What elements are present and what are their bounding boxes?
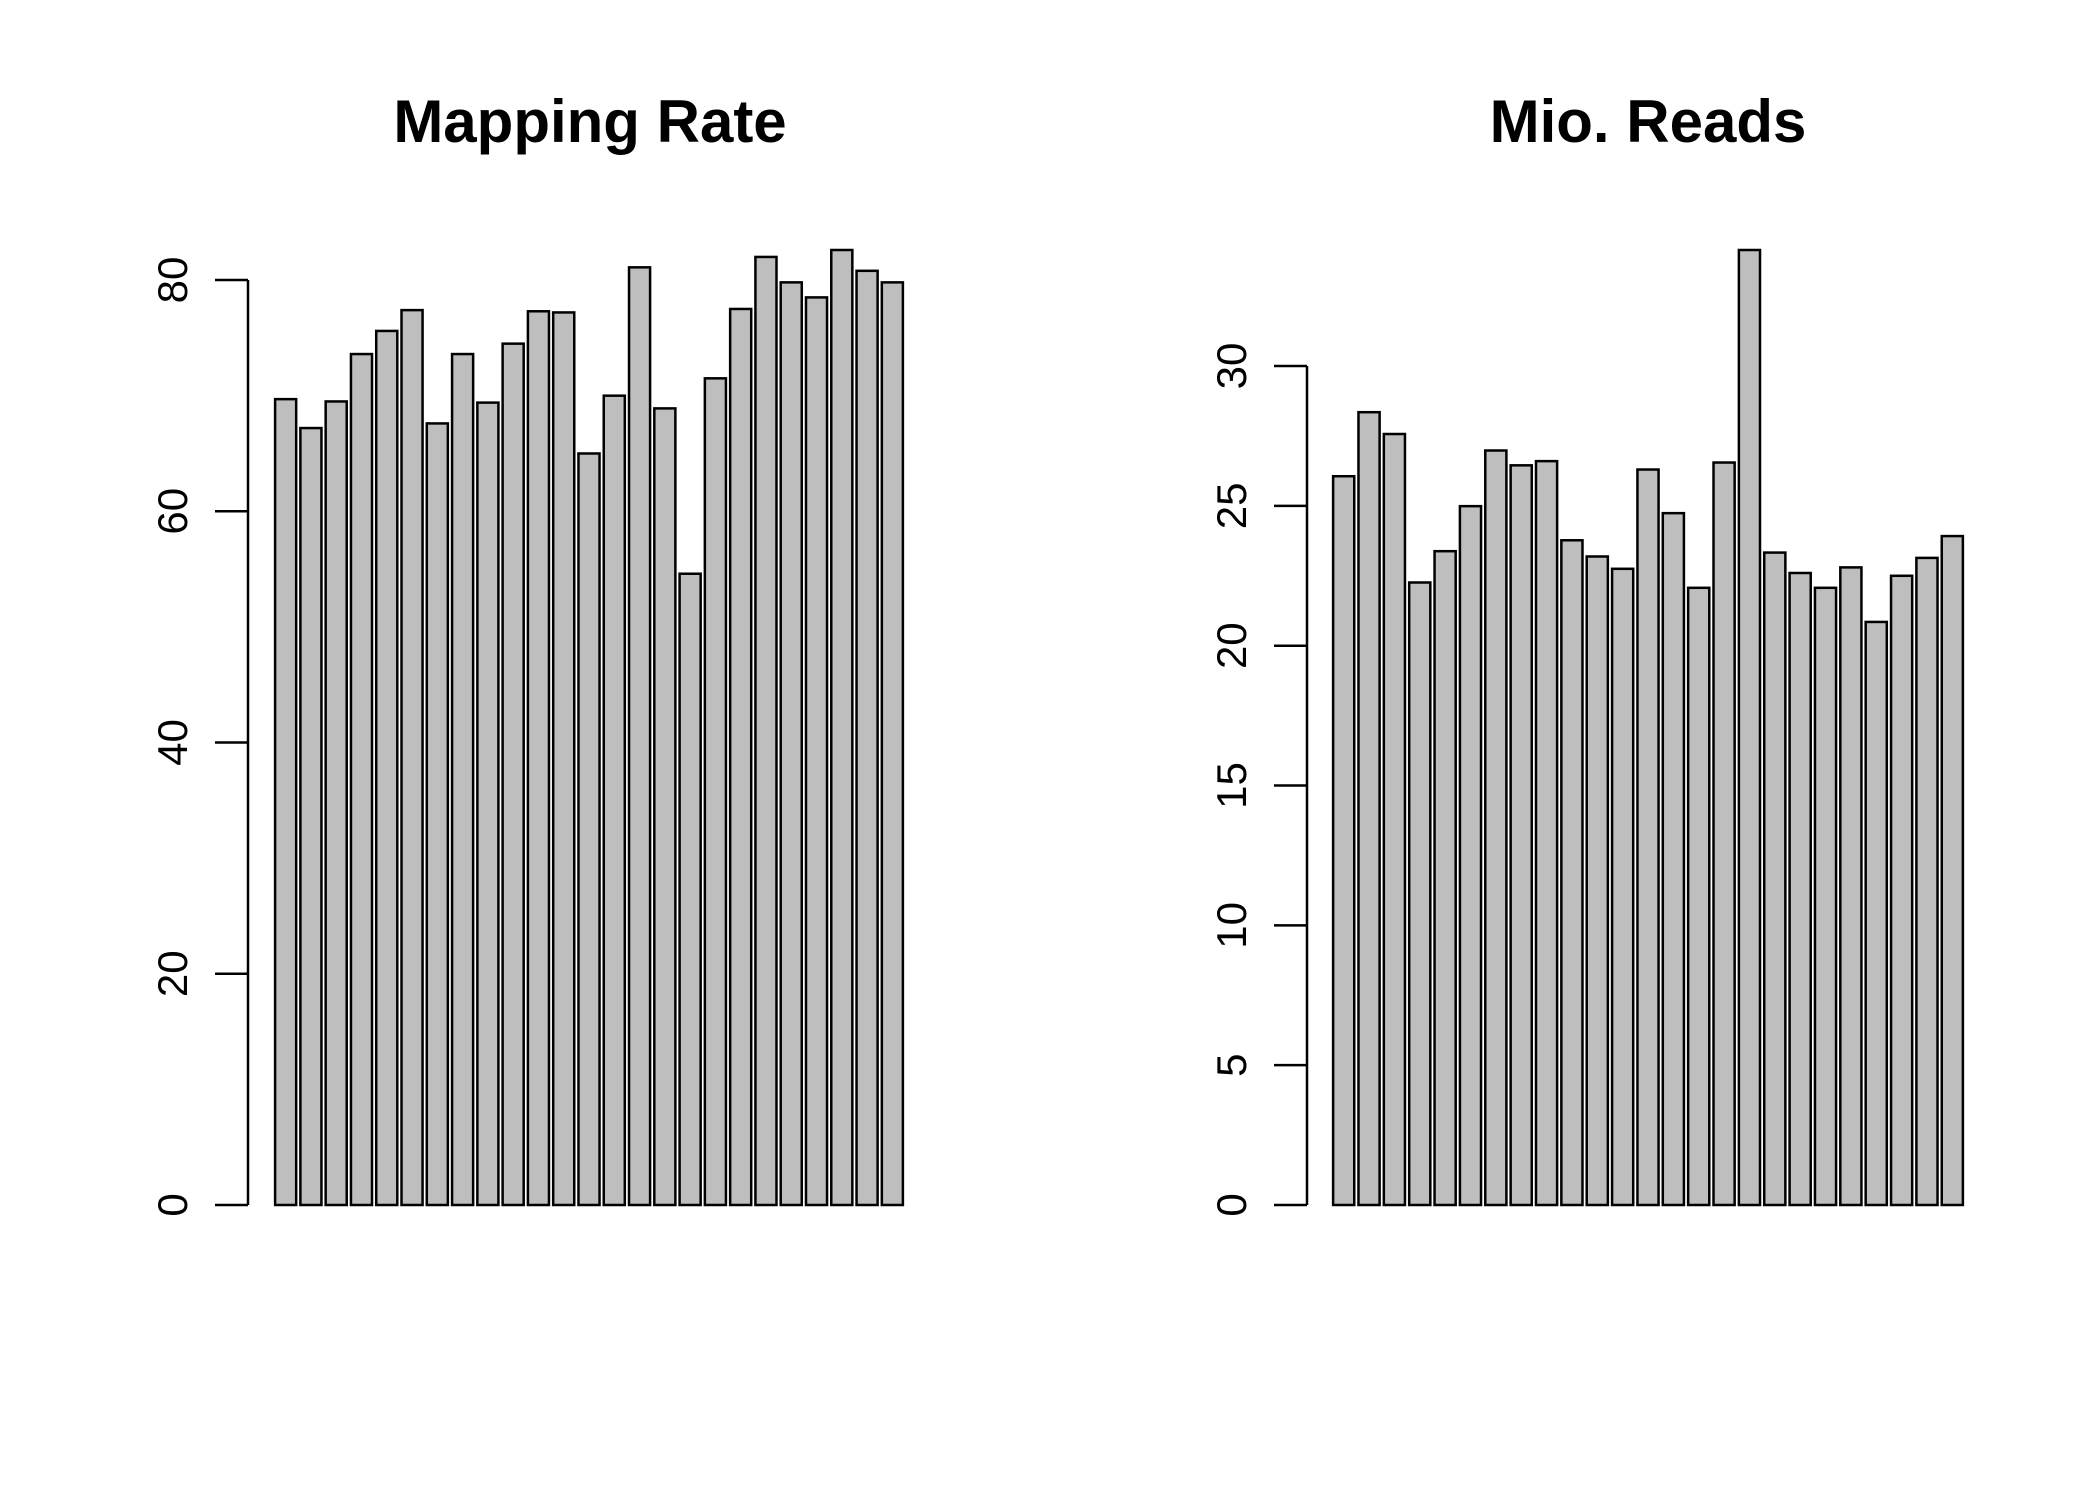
y-tick-label: 30 bbox=[1208, 343, 1255, 390]
bar bbox=[1864, 620, 1889, 1207]
bar bbox=[1458, 504, 1483, 1207]
bar bbox=[1382, 432, 1407, 1207]
bar bbox=[880, 281, 905, 1207]
chart-title: Mio. Reads bbox=[1490, 88, 1807, 155]
bar bbox=[678, 572, 702, 1207]
bar bbox=[779, 281, 804, 1207]
bar bbox=[551, 311, 576, 1207]
bar bbox=[602, 394, 627, 1207]
bar bbox=[754, 255, 778, 1207]
y-tick-label: 20 bbox=[1208, 622, 1255, 669]
y-tick-label: 10 bbox=[1208, 902, 1255, 949]
y-tick-label: 15 bbox=[1208, 762, 1255, 809]
y-tick-label: 40 bbox=[149, 719, 196, 766]
bar bbox=[728, 307, 753, 1207]
y-tick-label: 0 bbox=[1208, 1193, 1255, 1216]
bar bbox=[830, 248, 854, 1207]
bar bbox=[1534, 459, 1559, 1207]
bar bbox=[855, 269, 879, 1207]
bar bbox=[1484, 449, 1508, 1207]
y-tick-label: 0 bbox=[149, 1193, 196, 1216]
bar bbox=[1940, 534, 1965, 1207]
bar bbox=[1407, 581, 1432, 1207]
bar bbox=[1661, 511, 1686, 1207]
bar bbox=[425, 422, 450, 1207]
y-tick-label: 60 bbox=[149, 488, 196, 535]
bar bbox=[1813, 586, 1838, 1207]
bar bbox=[1788, 571, 1812, 1207]
bar bbox=[476, 401, 500, 1207]
bar bbox=[1636, 468, 1660, 1207]
bar bbox=[1610, 567, 1635, 1207]
bar bbox=[1915, 556, 1939, 1207]
bar bbox=[1839, 566, 1863, 1207]
bar bbox=[324, 400, 348, 1207]
bar bbox=[1331, 474, 1356, 1207]
bar bbox=[1509, 464, 1534, 1207]
bar bbox=[400, 308, 424, 1207]
bar bbox=[1889, 574, 1914, 1207]
bar bbox=[1357, 410, 1381, 1207]
bar bbox=[703, 377, 728, 1207]
y-tick-label: 25 bbox=[1208, 483, 1255, 530]
bar bbox=[526, 310, 551, 1207]
bar bbox=[1712, 461, 1736, 1207]
chart-title: Mapping Rate bbox=[393, 88, 786, 155]
bar bbox=[273, 397, 298, 1207]
bar bbox=[804, 296, 829, 1207]
y-tick-label: 5 bbox=[1208, 1053, 1255, 1076]
y-tick-label: 20 bbox=[149, 950, 196, 997]
bar bbox=[1585, 555, 1610, 1207]
bar bbox=[1433, 549, 1457, 1207]
bar bbox=[1762, 551, 1787, 1207]
bar bbox=[1686, 586, 1711, 1207]
bar bbox=[299, 426, 323, 1207]
bar bbox=[450, 352, 475, 1207]
bar bbox=[577, 452, 601, 1207]
bar bbox=[374, 329, 399, 1207]
bar bbox=[653, 407, 677, 1207]
bar bbox=[349, 352, 374, 1207]
bar bbox=[1737, 248, 1762, 1207]
bar bbox=[627, 266, 652, 1207]
y-tick-label: 80 bbox=[149, 257, 196, 304]
bar bbox=[501, 342, 525, 1207]
bar bbox=[1560, 539, 1584, 1207]
